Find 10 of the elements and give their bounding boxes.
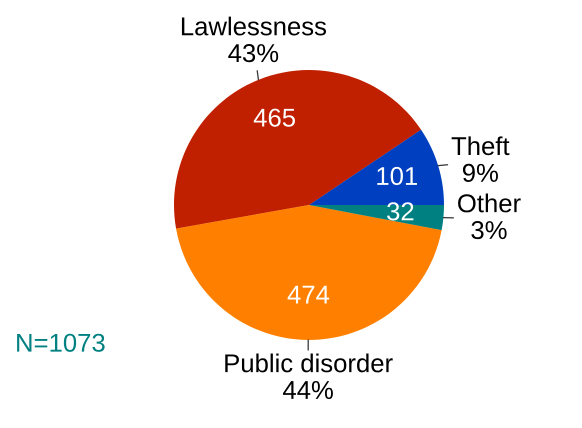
slice-label: Other 3% [458,194,521,240]
data-label: 101 [377,166,417,186]
pie-slice [174,70,422,229]
text: N=1073 [17,334,105,352]
data-label: 465 [254,108,295,127]
data-label: 32 [387,202,414,220]
slice-label: Public disorder 44% [225,353,393,400]
slice-label: Lawlessness 43% [182,16,326,62]
data-label: 474 [288,286,330,304]
slice-label: Theft 9% [452,136,510,182]
